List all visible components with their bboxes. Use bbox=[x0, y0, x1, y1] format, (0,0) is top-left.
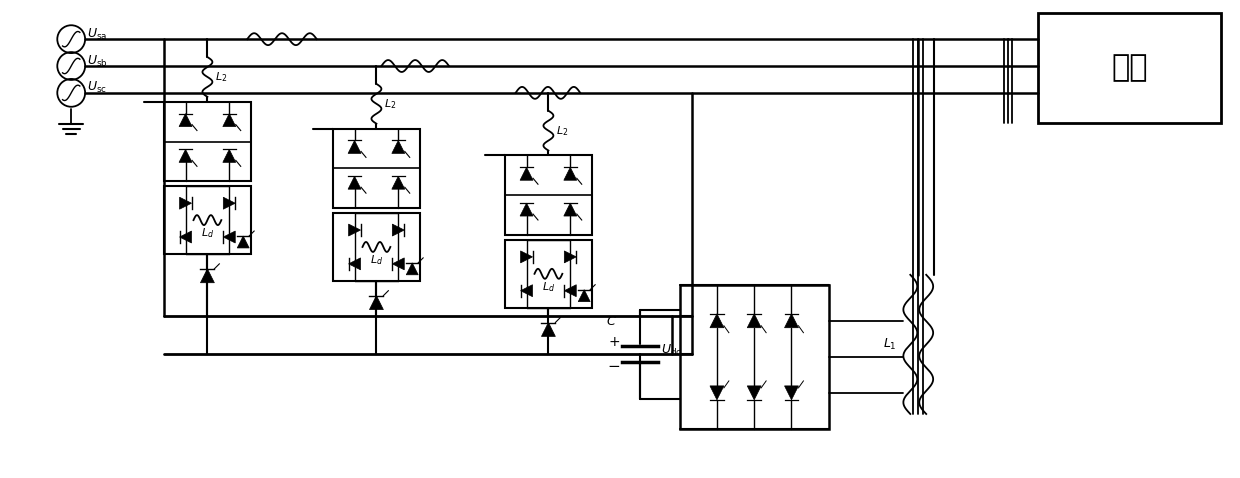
Polygon shape bbox=[711, 314, 724, 328]
Polygon shape bbox=[711, 386, 724, 400]
Polygon shape bbox=[348, 176, 361, 189]
Polygon shape bbox=[407, 263, 418, 275]
Text: 负载: 负载 bbox=[1111, 54, 1148, 83]
Polygon shape bbox=[392, 176, 404, 189]
Bar bbox=[680, 285, 828, 429]
Polygon shape bbox=[578, 290, 590, 302]
Polygon shape bbox=[179, 150, 192, 163]
Polygon shape bbox=[201, 269, 215, 283]
Text: $L_d$: $L_d$ bbox=[370, 253, 383, 267]
Polygon shape bbox=[392, 258, 404, 270]
Polygon shape bbox=[748, 314, 761, 328]
Polygon shape bbox=[370, 296, 383, 310]
Polygon shape bbox=[564, 285, 577, 297]
Polygon shape bbox=[223, 114, 236, 127]
Polygon shape bbox=[223, 231, 236, 243]
Polygon shape bbox=[564, 167, 577, 180]
Polygon shape bbox=[785, 314, 799, 328]
Polygon shape bbox=[179, 114, 192, 127]
Polygon shape bbox=[223, 150, 236, 163]
Polygon shape bbox=[180, 231, 191, 243]
Polygon shape bbox=[564, 251, 577, 263]
Text: $L_d$: $L_d$ bbox=[542, 280, 556, 293]
Polygon shape bbox=[564, 203, 577, 216]
Bar bbox=[164, 102, 252, 181]
Polygon shape bbox=[521, 285, 532, 297]
Text: $L_d$: $L_d$ bbox=[201, 226, 215, 240]
Bar bbox=[164, 186, 252, 254]
Polygon shape bbox=[348, 141, 361, 153]
Text: $U_{\mathrm{dc}}$: $U_{\mathrm{dc}}$ bbox=[661, 343, 682, 358]
Text: $L_1$: $L_1$ bbox=[883, 337, 897, 352]
Polygon shape bbox=[237, 236, 249, 248]
Text: $U_{\mathrm{sa}}$: $U_{\mathrm{sa}}$ bbox=[87, 27, 108, 42]
Text: $U_{\mathrm{sb}}$: $U_{\mathrm{sb}}$ bbox=[87, 54, 108, 68]
Bar bbox=[332, 213, 420, 281]
Bar bbox=[332, 129, 420, 208]
Bar bbox=[1038, 13, 1221, 123]
Polygon shape bbox=[348, 224, 361, 236]
Polygon shape bbox=[748, 386, 761, 400]
Polygon shape bbox=[392, 141, 404, 153]
Polygon shape bbox=[392, 224, 404, 236]
Text: $L_2$: $L_2$ bbox=[557, 124, 569, 138]
Polygon shape bbox=[223, 197, 236, 209]
Bar bbox=[505, 240, 593, 308]
Text: $C$: $C$ bbox=[606, 315, 618, 327]
Text: $U_{\mathrm{sc}}$: $U_{\mathrm{sc}}$ bbox=[87, 80, 107, 96]
Polygon shape bbox=[520, 167, 533, 180]
Polygon shape bbox=[520, 203, 533, 216]
Text: $L_2$: $L_2$ bbox=[384, 97, 397, 111]
Polygon shape bbox=[348, 258, 361, 270]
Polygon shape bbox=[521, 251, 532, 263]
Polygon shape bbox=[785, 386, 799, 400]
Polygon shape bbox=[180, 197, 191, 209]
Text: $L_2$: $L_2$ bbox=[216, 70, 228, 84]
Bar bbox=[505, 155, 593, 235]
Polygon shape bbox=[542, 323, 556, 337]
Text: −: − bbox=[608, 359, 620, 374]
Text: +: + bbox=[609, 336, 620, 349]
